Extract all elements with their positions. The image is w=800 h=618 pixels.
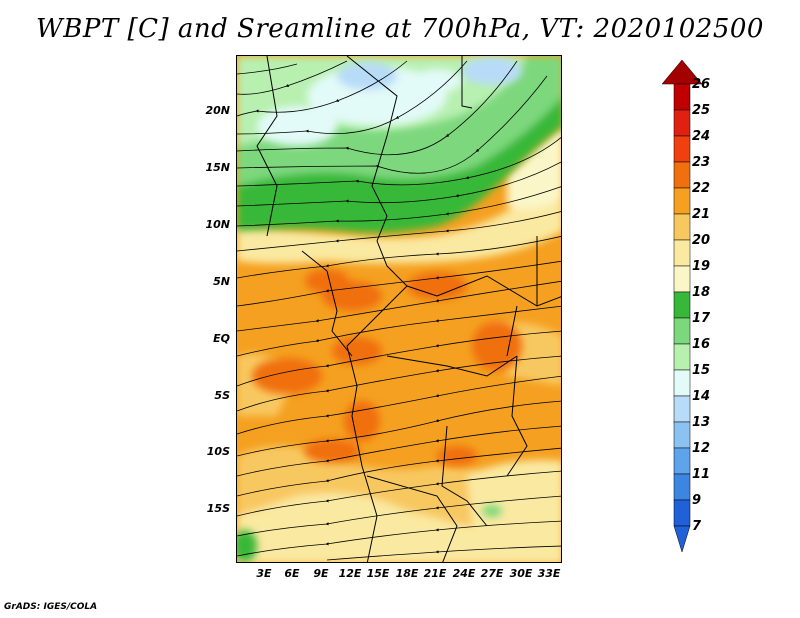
lat-label-15n: 15N <box>205 161 230 174</box>
country-borders <box>256 56 561 562</box>
lon-label-3e: 3E <box>256 567 272 580</box>
colorbar-label-15: 15 <box>692 363 711 378</box>
lat-label-10n: 10N <box>205 218 230 231</box>
colorbar-label-7: 7 <box>692 519 702 534</box>
colorbar-label-19: 19 <box>692 259 711 274</box>
colorbar-bin-7 <box>673 499 691 527</box>
colorbar-label-25: 25 <box>692 103 711 118</box>
colorbar-bin-18 <box>673 265 691 293</box>
colorbar-bin-23 <box>673 135 691 163</box>
colorbar-bin-17 <box>673 291 691 319</box>
colorbar <box>662 60 702 553</box>
lat-label-5s: 5S <box>214 389 230 402</box>
field-yellow-band <box>237 127 561 264</box>
map-panel <box>236 55 562 563</box>
lat-label-20n: 20N <box>205 104 230 117</box>
colorbar-label-14: 14 <box>692 389 711 404</box>
map-svg <box>237 56 561 562</box>
colorbar-bin-22 <box>673 161 691 189</box>
colorbar-bin-24 <box>673 109 691 137</box>
colorbar-bin-21 <box>673 187 691 215</box>
colorbar-bottom-triangle <box>673 525 691 553</box>
colorbar-label-21: 21 <box>692 207 711 222</box>
colorbar-label-18: 18 <box>692 285 711 300</box>
colorbar-bin-19 <box>673 239 691 267</box>
chart-title: WBPT [C] and Sreamline at 700hPa, VT: 20… <box>36 14 764 44</box>
colorbar-label-11: 11 <box>692 467 711 482</box>
colorbar-label-23: 23 <box>692 155 711 170</box>
colorbar-label-24: 24 <box>692 129 711 144</box>
lat-label-eq: EQ <box>213 332 230 345</box>
field-south-green <box>237 505 502 562</box>
lat-label-10s: 10S <box>206 445 230 458</box>
colorbar-label-16: 16 <box>692 337 711 352</box>
lon-label-33e: 33E <box>537 567 561 580</box>
colorbar-bin-11 <box>673 447 691 475</box>
streamlines <box>237 60 561 561</box>
colorbar-label-22: 22 <box>692 181 711 196</box>
colorbar-label-12: 12 <box>692 441 711 456</box>
footer-credit: GrADS: IGES/COLA <box>4 602 98 612</box>
colorbar-bin-20 <box>673 213 691 241</box>
lon-label-24e: 24E <box>452 567 476 580</box>
lon-label-27e: 27E <box>480 567 504 580</box>
colorbar-bin-25 <box>673 83 691 111</box>
lon-label-30e: 30E <box>509 567 533 580</box>
lon-label-9e: 9E <box>313 567 329 580</box>
colorbar-bin-16 <box>673 317 691 345</box>
lon-label-6e: 6E <box>284 567 300 580</box>
colorbar-label-13: 13 <box>692 415 711 430</box>
lon-label-18e: 18E <box>395 567 419 580</box>
lon-label-12e: 12E <box>338 567 362 580</box>
lat-label-15s: 15S <box>206 502 230 515</box>
lat-label-5n: 5N <box>213 275 230 288</box>
colorbar-label-17: 17 <box>692 311 711 326</box>
colorbar-bin-13 <box>673 395 691 423</box>
colorbar-label-26: 26 <box>692 77 711 92</box>
colorbar-label-9: 9 <box>692 493 702 508</box>
colorbar-bin-9 <box>673 473 691 501</box>
colorbar-bin-12 <box>673 421 691 449</box>
lon-label-21e: 21E <box>423 567 447 580</box>
colorbar-label-20: 20 <box>692 233 711 248</box>
colorbar-bin-14 <box>673 369 691 397</box>
colorbar-bin-15 <box>673 343 691 371</box>
lon-label-15e: 15E <box>366 567 390 580</box>
